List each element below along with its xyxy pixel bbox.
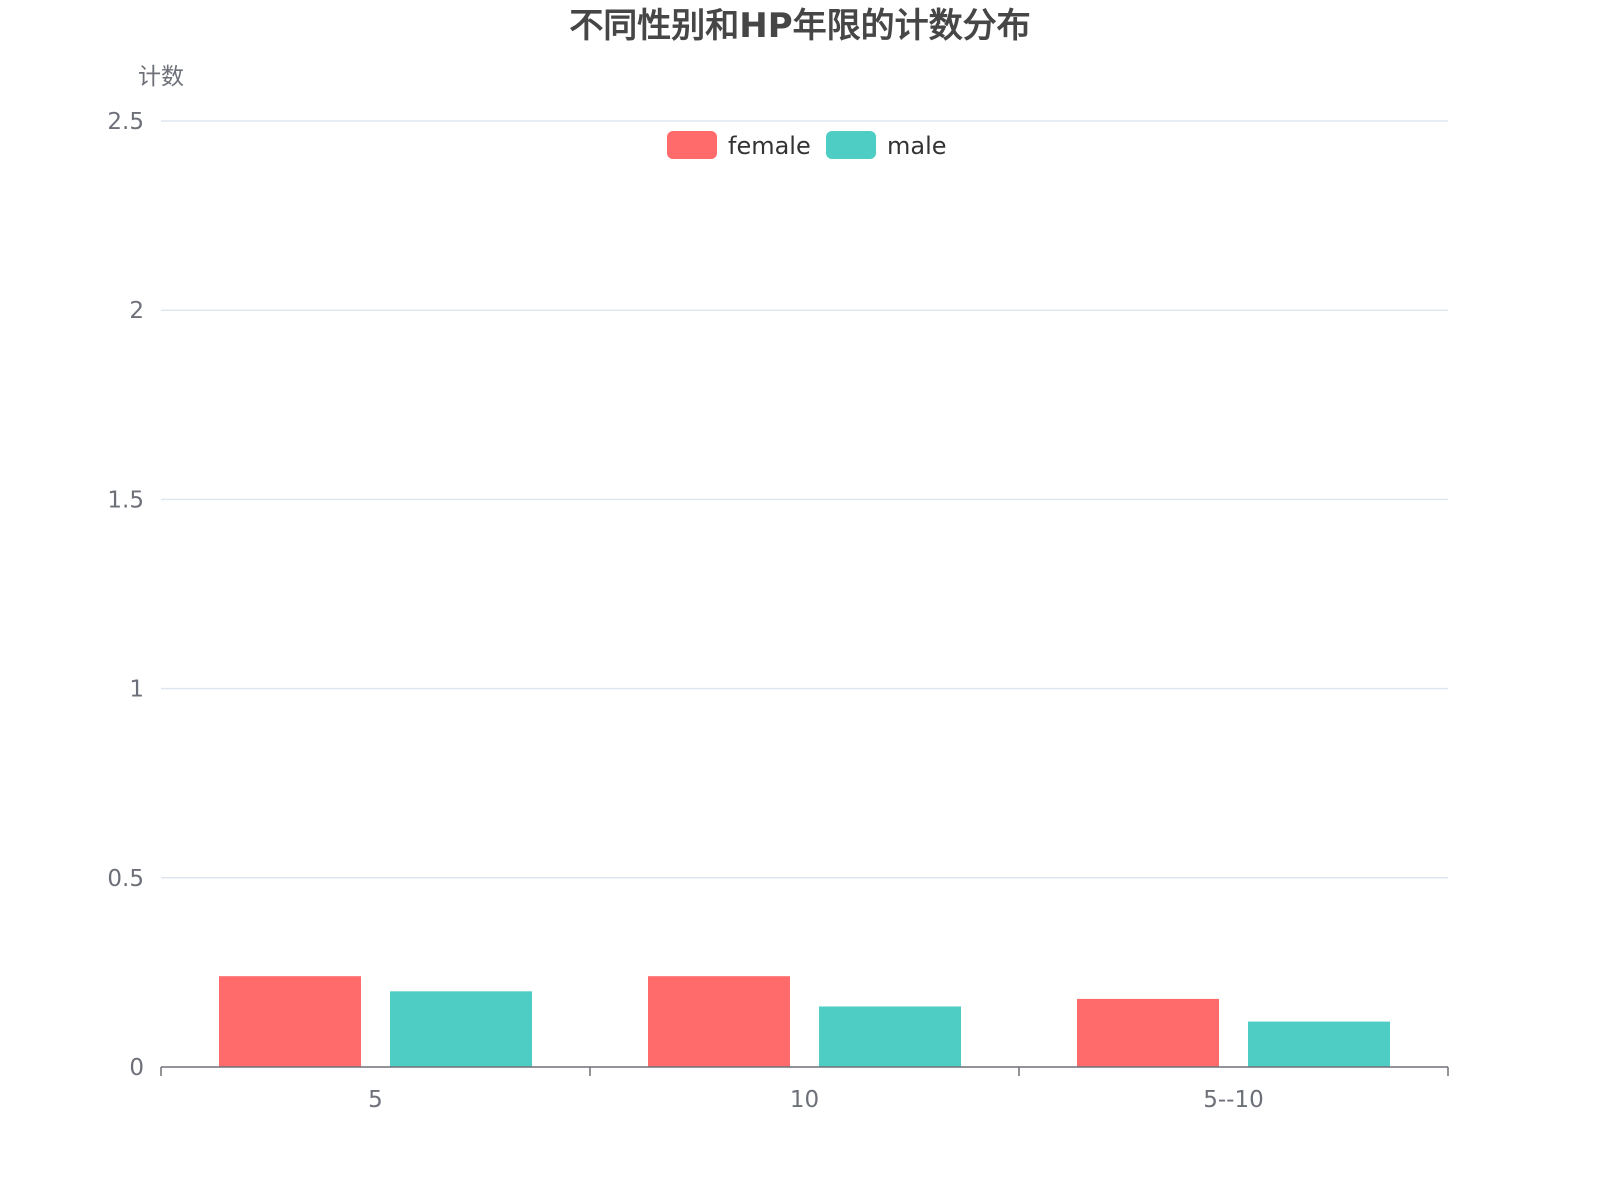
- grid-lines: [161, 120, 1448, 879]
- y-axis-label: 计数: [138, 64, 184, 90]
- bar-male-0[interactable]: [390, 991, 532, 1067]
- legend-swatch: [826, 131, 876, 159]
- bar-series: [219, 976, 1390, 1067]
- bar-female-2[interactable]: [1077, 998, 1219, 1067]
- bar-male-2[interactable]: [1248, 1021, 1390, 1067]
- x-tick-label: 5: [368, 1087, 383, 1113]
- bar-female-0[interactable]: [219, 976, 361, 1067]
- y-tick-label: 2.5: [107, 109, 144, 135]
- x-tick-label: 10: [790, 1087, 819, 1113]
- legend-swatch: [667, 131, 717, 159]
- bar-male-1[interactable]: [819, 1006, 961, 1067]
- legend[interactable]: female male: [667, 131, 947, 160]
- y-tick-label: 1: [129, 677, 144, 703]
- x-axis: 5 10 5--10: [160, 1066, 1449, 1113]
- y-tick-label: 2: [129, 298, 144, 324]
- bar-female-1[interactable]: [648, 976, 790, 1067]
- legend-item-male[interactable]: male: [826, 131, 947, 160]
- x-tick-label: 5--10: [1203, 1087, 1264, 1113]
- y-axis-ticks: 0 0.5 1 1.5 2 2.5: [107, 109, 144, 1081]
- legend-item-female[interactable]: female: [667, 131, 811, 160]
- y-tick-label: 0: [129, 1055, 144, 1081]
- chart-title: 不同性别和HP年限的计数分布: [569, 6, 1030, 46]
- y-tick-label: 1.5: [107, 487, 144, 513]
- y-tick-label: 0.5: [107, 866, 144, 892]
- legend-label: male: [887, 132, 947, 160]
- legend-label: female: [728, 132, 811, 160]
